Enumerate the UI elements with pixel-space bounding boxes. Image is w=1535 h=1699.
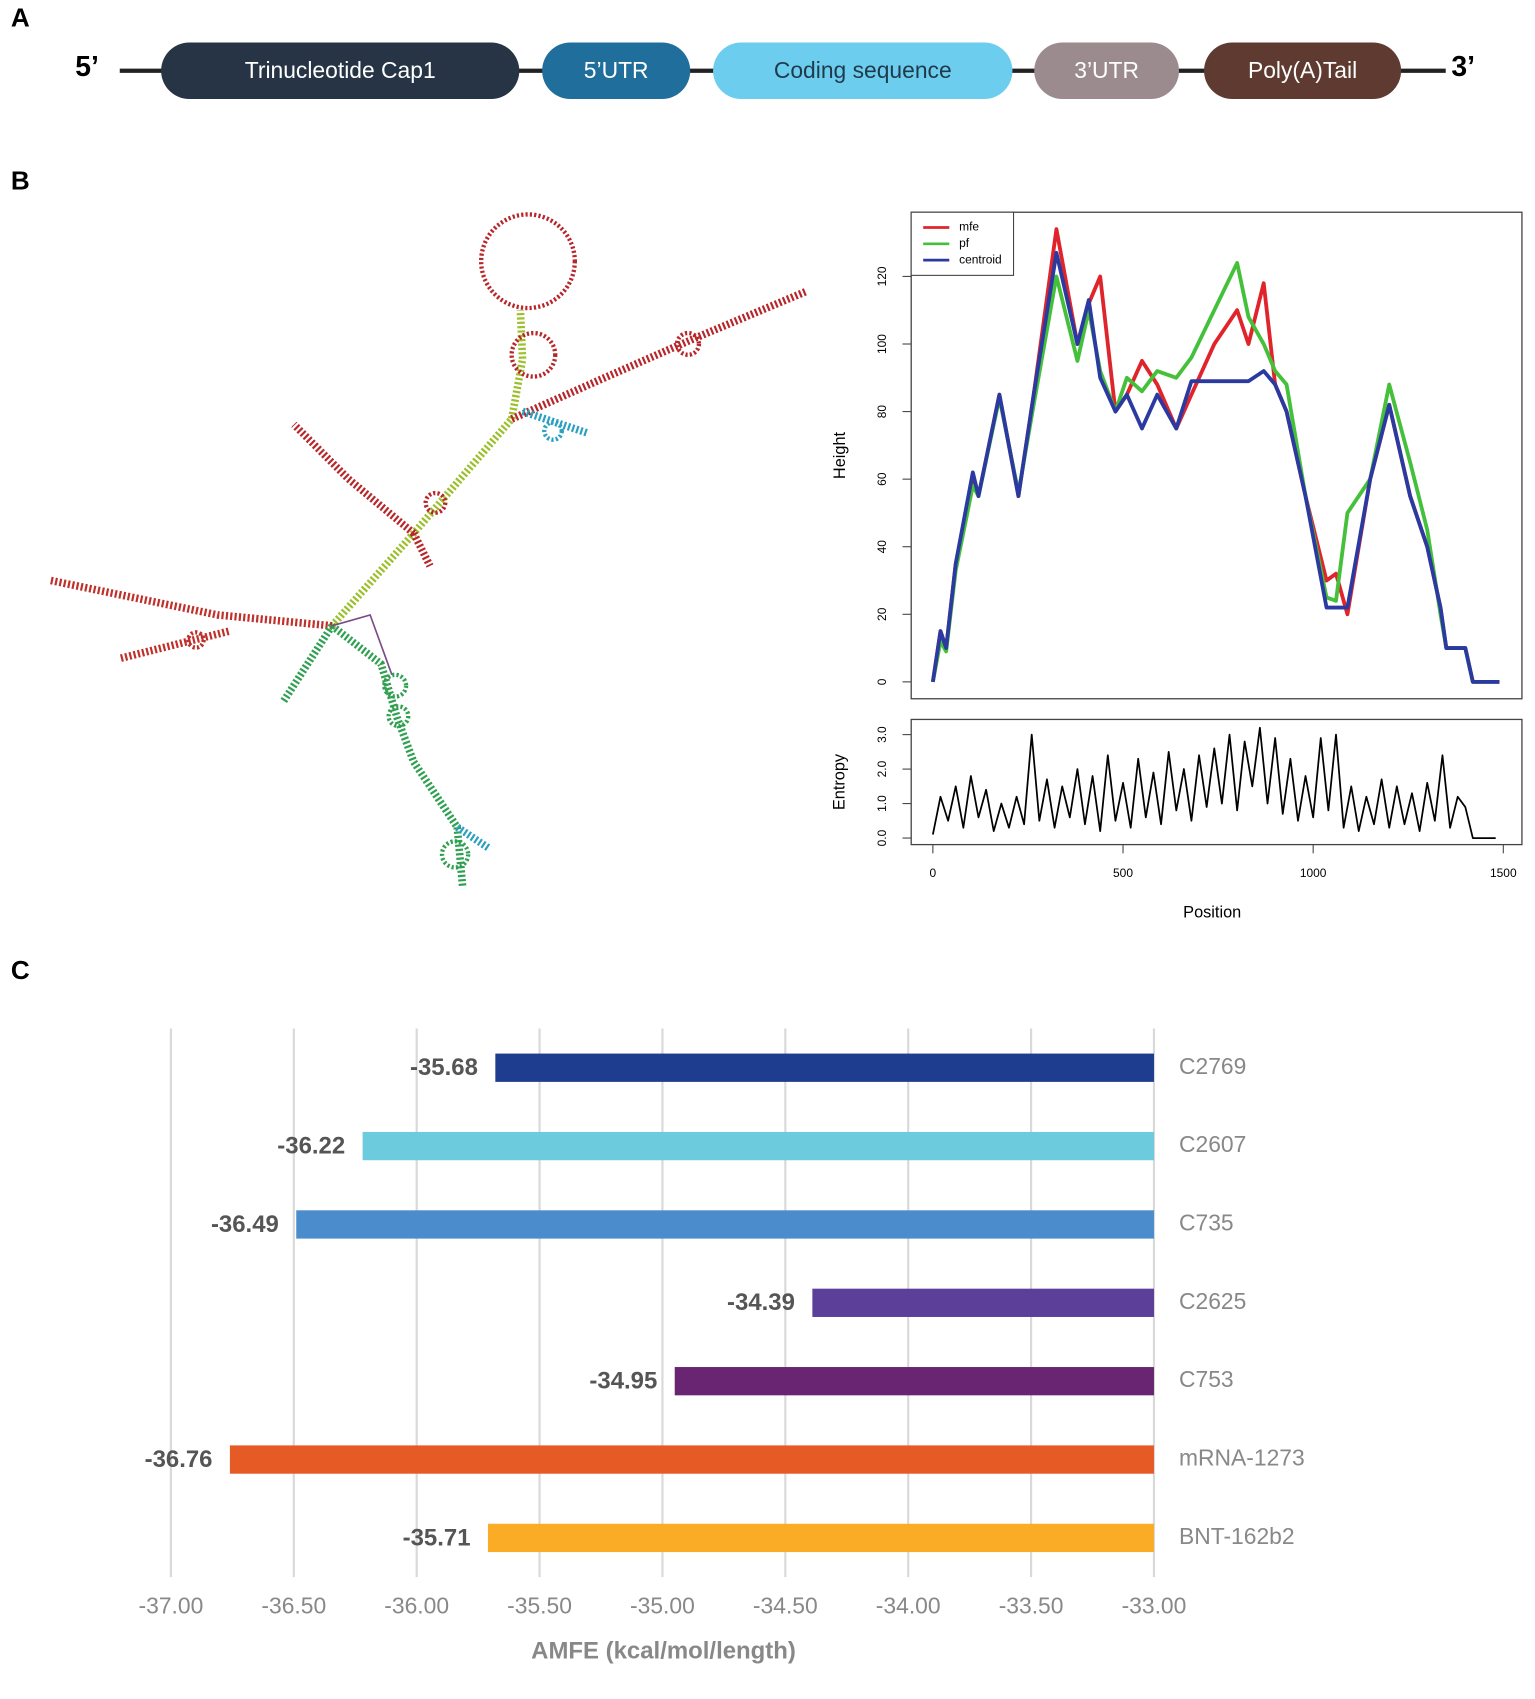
- segment: [161, 42, 520, 100]
- y-axis-label: Entropy: [831, 753, 849, 810]
- rna-stem: [48, 576, 333, 630]
- bar: [296, 1210, 1154, 1239]
- rna-loop: [542, 420, 564, 442]
- x-tick-label: -35.00: [630, 1593, 695, 1619]
- x-tick-label: -36.50: [261, 1593, 326, 1619]
- legend-label: centroid: [959, 252, 1002, 266]
- value-label: -36.22: [277, 1133, 345, 1160]
- x-tick-label: 500: [1113, 866, 1133, 880]
- rna-loop: [382, 672, 409, 699]
- segment-label: Trinucleotide Cap1: [245, 57, 436, 83]
- y-tick-label: 0: [875, 678, 889, 685]
- segment-label: 5’UTR: [584, 57, 649, 83]
- category-label: mRNA-1273: [1179, 1445, 1305, 1471]
- x-tick-label: -35.50: [507, 1593, 572, 1619]
- x-tick-label: -33.50: [999, 1593, 1064, 1619]
- data-line: [932, 726, 1496, 839]
- data-line: [930, 250, 1500, 684]
- plot-frame: [910, 718, 1523, 846]
- segment-label: Coding sequence: [774, 57, 952, 83]
- segment: [1034, 42, 1180, 100]
- five-prime: 5’: [75, 50, 99, 82]
- y-tick-label: 20: [875, 607, 889, 621]
- x-axis-label: AMFE (kcal/mol/length): [531, 1638, 796, 1665]
- segment: [1204, 42, 1402, 100]
- plot-frame: [910, 211, 1523, 700]
- bar: [812, 1288, 1154, 1317]
- segment: [713, 42, 1013, 100]
- rna-stem: [510, 288, 808, 423]
- y-tick-label: 1.0: [875, 795, 889, 812]
- x-tick-label: -37.00: [139, 1593, 204, 1619]
- y-tick-label: 0.0: [875, 829, 889, 846]
- y-tick-label: 2.0: [875, 760, 889, 777]
- rna-stem: [279, 623, 336, 705]
- rna-link: [331, 613, 393, 676]
- x-tick-label: -33.00: [1122, 1593, 1187, 1619]
- y-tick-label: 120: [875, 266, 889, 286]
- x-tick-label: -36.00: [384, 1593, 449, 1619]
- legend-label: mfe: [959, 220, 979, 234]
- value-label: -35.71: [403, 1524, 471, 1551]
- category-label: C753: [1179, 1366, 1234, 1392]
- category-label: C2769: [1179, 1053, 1246, 1079]
- value-label: -34.95: [589, 1368, 657, 1395]
- rna-structure: [48, 212, 808, 888]
- panel-label: C: [11, 955, 30, 985]
- category-label: C735: [1179, 1209, 1234, 1235]
- y-tick-label: 80: [875, 405, 889, 419]
- data-line: [930, 261, 1500, 684]
- panel-label: B: [11, 166, 30, 196]
- rna-stem: [521, 407, 590, 437]
- value-label: -36.49: [211, 1211, 279, 1238]
- segment: [542, 42, 691, 100]
- x-tick-label: 1500: [1490, 866, 1517, 880]
- rna-loop: [509, 330, 558, 379]
- rna-loop: [479, 212, 577, 311]
- rna-stem: [329, 310, 527, 629]
- y-axis-label: Height: [831, 431, 849, 479]
- category-label: BNT-162b2: [1179, 1523, 1295, 1549]
- rna-stem: [291, 421, 417, 537]
- bar: [229, 1445, 1154, 1474]
- legend-label: pf: [959, 236, 970, 250]
- segment-label: Poly(A)Tail: [1248, 57, 1357, 83]
- y-tick-label: 40: [875, 540, 889, 554]
- x-tick-label: -34.50: [753, 1593, 818, 1619]
- rna-loop: [386, 704, 411, 729]
- y-tick-label: 100: [875, 334, 889, 354]
- y-tick-label: 3.0: [875, 726, 889, 743]
- value-label: -34.39: [727, 1289, 795, 1316]
- value-label: -35.68: [410, 1054, 478, 1081]
- rna-loop: [439, 839, 471, 870]
- data-line: [930, 227, 1500, 684]
- rna-loop: [186, 630, 206, 650]
- three-prime: 3’: [1451, 50, 1475, 82]
- bar: [674, 1367, 1154, 1396]
- bar: [487, 1523, 1154, 1553]
- category-label: C2607: [1179, 1131, 1246, 1157]
- bar: [495, 1053, 1154, 1082]
- rna-stem: [329, 622, 467, 888]
- rna-stem: [410, 531, 434, 568]
- segment-label: 3’UTR: [1074, 57, 1139, 83]
- rna-loop: [674, 330, 702, 357]
- x-tick-label: 1000: [1300, 866, 1327, 880]
- value-label: -36.76: [145, 1446, 213, 1473]
- category-label: C2625: [1179, 1288, 1246, 1314]
- x-tick-label: -34.00: [876, 1593, 941, 1619]
- rna-stem: [118, 627, 230, 663]
- panel-label: A: [11, 2, 30, 32]
- y-tick-label: 60: [875, 472, 889, 486]
- x-axis-label: Position: [1183, 903, 1241, 921]
- x-tick-label: 0: [930, 866, 937, 880]
- bar: [362, 1131, 1154, 1161]
- rna-loop: [423, 490, 448, 515]
